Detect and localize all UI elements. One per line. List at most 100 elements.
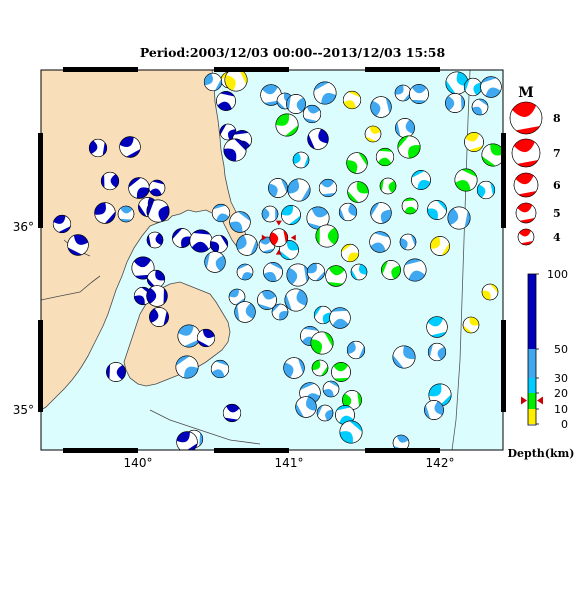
focal-mechanism xyxy=(292,151,310,169)
focal-mechanism xyxy=(284,288,308,312)
lat-label-36: 36° xyxy=(13,220,34,234)
depth-tick-label: 100 xyxy=(547,268,568,281)
focal-mechanism xyxy=(311,359,329,377)
focal-mechanism xyxy=(257,290,277,310)
focal-mechanism xyxy=(302,104,322,124)
focal-mechanism xyxy=(339,420,363,444)
focal-mechanism xyxy=(427,200,447,220)
focal-mechanism xyxy=(209,234,229,254)
lon-label-142: 142° xyxy=(426,456,455,470)
depth-band xyxy=(528,349,536,378)
focal-mechanism xyxy=(399,233,417,251)
focal-mechanism xyxy=(329,307,351,329)
focal-mechanism xyxy=(177,324,201,348)
magnitude-legend-label: 5 xyxy=(553,207,561,220)
focal-mechanism xyxy=(318,178,338,198)
focal-mechanism xyxy=(397,135,421,159)
depth-band xyxy=(528,378,536,393)
focal-mechanism xyxy=(210,359,230,379)
focal-mechanism xyxy=(379,177,397,195)
depth-tick-label: 30 xyxy=(554,372,568,385)
focal-mechanism xyxy=(310,331,334,355)
focal-mechanism xyxy=(275,113,299,137)
focal-mechanism xyxy=(119,136,141,158)
focal-mechanism xyxy=(307,128,329,150)
focal-mechanism xyxy=(316,404,334,422)
depth-tick-label: 10 xyxy=(554,403,568,416)
focal-mechanism xyxy=(331,362,351,382)
focal-mechanism xyxy=(325,265,347,287)
focal-mechanism xyxy=(106,362,126,382)
focal-mechanism xyxy=(481,143,503,167)
depth-legend-title: Depth(km) xyxy=(508,447,575,460)
focal-mechanism xyxy=(228,288,246,306)
focal-mechanism xyxy=(146,269,166,289)
depth-band xyxy=(528,393,536,409)
focal-mechanism xyxy=(146,199,170,223)
depth-marker-right xyxy=(537,396,543,405)
focal-mechanism xyxy=(268,178,288,198)
focal-mechanism xyxy=(229,211,251,233)
latest-event-marker xyxy=(275,220,282,226)
magnitude-legend: M 8 7 6 5 4 xyxy=(509,85,561,246)
magnitude-legend-label: 6 xyxy=(553,179,561,192)
focal-mechanism xyxy=(286,263,310,287)
focal-mechanism xyxy=(401,197,419,215)
focal-mechanism xyxy=(350,263,368,281)
magnitude-legend-label: 4 xyxy=(553,231,561,244)
focal-mechanism xyxy=(364,125,382,143)
focal-mechanism xyxy=(315,224,339,248)
magnitude-legend-ball xyxy=(513,172,539,198)
focal-mechanism xyxy=(313,81,337,105)
magnitude-legend-label: 8 xyxy=(553,112,561,125)
focal-mechanism xyxy=(347,181,369,203)
depth-marker-left xyxy=(521,396,527,405)
focal-mechanism xyxy=(271,303,289,321)
magnitude-legend-ball xyxy=(509,101,543,135)
trench-line xyxy=(451,70,471,450)
chart-title: Period:2003/12/03 00:00--2013/12/03 15:5… xyxy=(139,45,446,60)
focal-mechanisms xyxy=(52,70,503,450)
focal-mechanism xyxy=(369,231,391,253)
depth-tick-label: 0 xyxy=(561,418,568,431)
focal-mechanism xyxy=(471,98,489,116)
focal-mechanism xyxy=(346,340,366,360)
latest-event-ball xyxy=(269,228,289,247)
focal-mechanism xyxy=(211,203,231,223)
focal-mechanism xyxy=(117,205,135,223)
focal-mechanism xyxy=(176,431,198,450)
lon-label-140: 140° xyxy=(124,456,153,470)
focal-mechanism xyxy=(476,180,496,200)
focal-mechanism xyxy=(128,177,150,199)
map-frame xyxy=(38,67,506,453)
focal-mechanism xyxy=(447,206,471,230)
focal-mechanism xyxy=(427,342,447,362)
axis-ticks: 140° 141° 142° 36° 35° xyxy=(13,220,455,470)
focal-mechanism xyxy=(430,236,450,256)
focal-mechanism xyxy=(224,70,248,92)
focal-mechanism xyxy=(313,305,333,325)
focal-mechanism xyxy=(306,262,326,282)
focal-mechanism xyxy=(346,152,368,174)
focal-mechanism xyxy=(263,262,283,282)
focal-mechanism xyxy=(464,132,484,152)
depth-band xyxy=(528,274,536,349)
magnitude-legend-title: M xyxy=(518,85,534,101)
focal-mechanism xyxy=(287,178,311,202)
latest-event-marker xyxy=(290,234,296,241)
focal-mechanism xyxy=(100,171,120,191)
focal-mechanism xyxy=(52,214,72,234)
focal-mechanism xyxy=(286,94,306,114)
latest-event-marker xyxy=(261,234,267,241)
focal-mechanism xyxy=(295,396,317,418)
focal-mechanism xyxy=(454,168,478,192)
focal-mechanism xyxy=(236,234,258,256)
focal-mechanism xyxy=(370,202,392,224)
focal-mechanism xyxy=(375,147,395,167)
focal-mechanism xyxy=(445,93,465,113)
focal-mechanism xyxy=(322,380,340,398)
focal-mechanism xyxy=(342,90,362,110)
focal-mechanism xyxy=(203,72,223,92)
focal-mechanism xyxy=(236,263,254,281)
